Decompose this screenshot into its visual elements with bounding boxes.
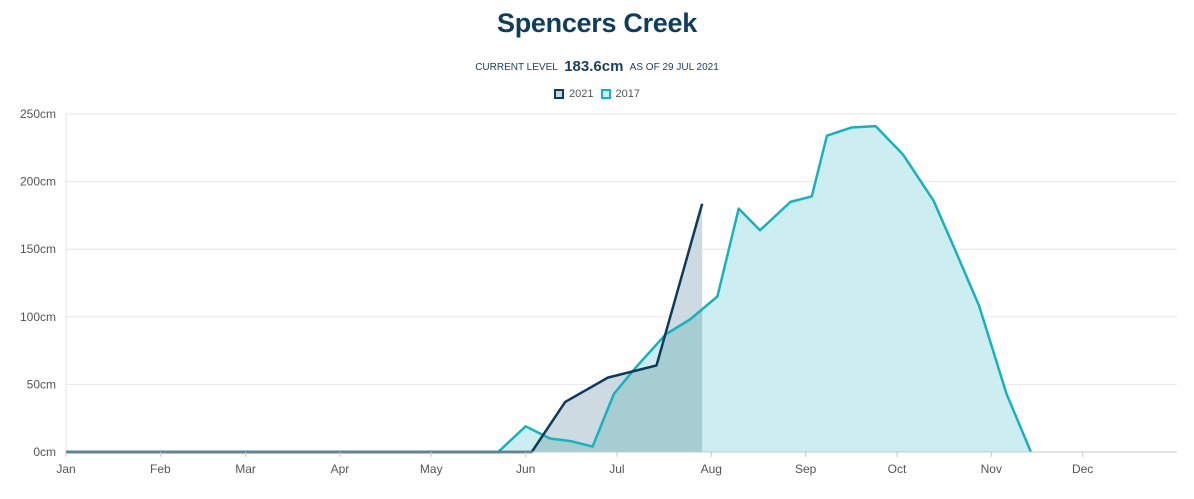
series-2017-area <box>66 126 1031 452</box>
x-tick-label: Jul <box>609 462 624 476</box>
legend: 2021 2017 <box>0 88 1194 102</box>
series-areas <box>66 126 1031 452</box>
axes: 0cm 50cm 100cm 150cm 200cm 250cm Jan Feb Mar Apr M… <box>20 107 1177 476</box>
y-tick-label: 150cm <box>20 242 56 256</box>
current-level: CURRENT LEVEL 183.6cm AS OF 29 JUL 2021 <box>0 58 1194 75</box>
legend-swatch-2021 <box>553 89 564 99</box>
y-tick-label: 250cm <box>20 107 56 121</box>
x-tick-label: May <box>420 462 443 476</box>
legend-label-2021: 2021 <box>568 88 594 100</box>
x-tick-label: Dec <box>1072 462 1093 476</box>
x-tick-label: Jan <box>56 462 75 476</box>
legend-item-2017[interactable]: 2017 <box>600 88 641 100</box>
current-level-date: AS OF 29 JUL 2021 <box>629 62 719 73</box>
x-tick-label: Mar <box>235 462 256 476</box>
x-tick-label: Jun <box>516 462 535 476</box>
current-level-label: CURRENT LEVEL <box>475 62 558 73</box>
x-tick-label: Nov <box>981 462 1002 476</box>
legend-item-2021[interactable]: 2021 <box>553 88 594 100</box>
series-2017-line <box>66 124 1033 454</box>
y-tick-label: 50cm <box>27 377 56 391</box>
legend-label-2017: 2017 <box>615 88 641 100</box>
y-tick-label: 100cm <box>20 310 56 324</box>
y-tick-label: 200cm <box>20 175 56 189</box>
x-tick-label: Oct <box>888 462 907 476</box>
current-level-value: 183.6cm <box>564 58 624 75</box>
series-overlap-area <box>66 203 703 452</box>
legend-swatch-2017 <box>600 89 611 99</box>
x-tick-label: Feb <box>150 462 171 476</box>
x-tick-label: Aug <box>701 462 722 476</box>
y-tick-label: 0cm <box>33 445 56 459</box>
chart-title: Spencers Creek <box>497 8 697 38</box>
x-tick-label: Apr <box>331 462 350 476</box>
x-tick-label: Sep <box>795 462 817 476</box>
